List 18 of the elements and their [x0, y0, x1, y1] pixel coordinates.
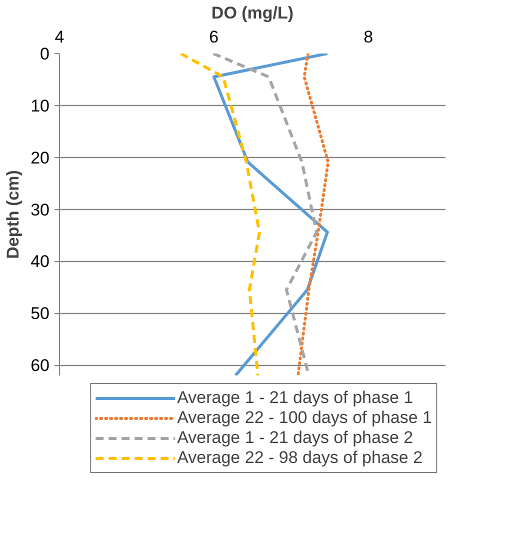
- x-tick-label: 4: [54, 28, 64, 46]
- y-tick-label: 40: [30, 252, 50, 272]
- y-tick-label: 10: [30, 96, 50, 116]
- line-series: [296, 54, 330, 376]
- legend-label: Average 1 - 21 days of phase 1: [177, 388, 414, 408]
- line-series: [179, 54, 261, 376]
- y-tick-label: 60: [30, 356, 50, 376]
- legend-label: Average 1 - 21 days of phase 2: [177, 428, 414, 448]
- y-tick-label: 50: [30, 304, 50, 324]
- legend-label: Average 22 - 98 days of phase 2: [177, 448, 423, 468]
- y-axis-title: Depth (cm): [4, 170, 23, 259]
- x-axis-title: DO (mg/L): [211, 4, 294, 22]
- y-tick-label: 0: [40, 44, 50, 64]
- x-tick-label: 6: [209, 28, 219, 46]
- y-tick-label: 20: [30, 148, 50, 168]
- x-tick-label: 8: [364, 28, 374, 46]
- y-tick-label: 30: [30, 200, 50, 220]
- legend-label: Average 22 - 100 days of phase 1: [177, 408, 432, 428]
